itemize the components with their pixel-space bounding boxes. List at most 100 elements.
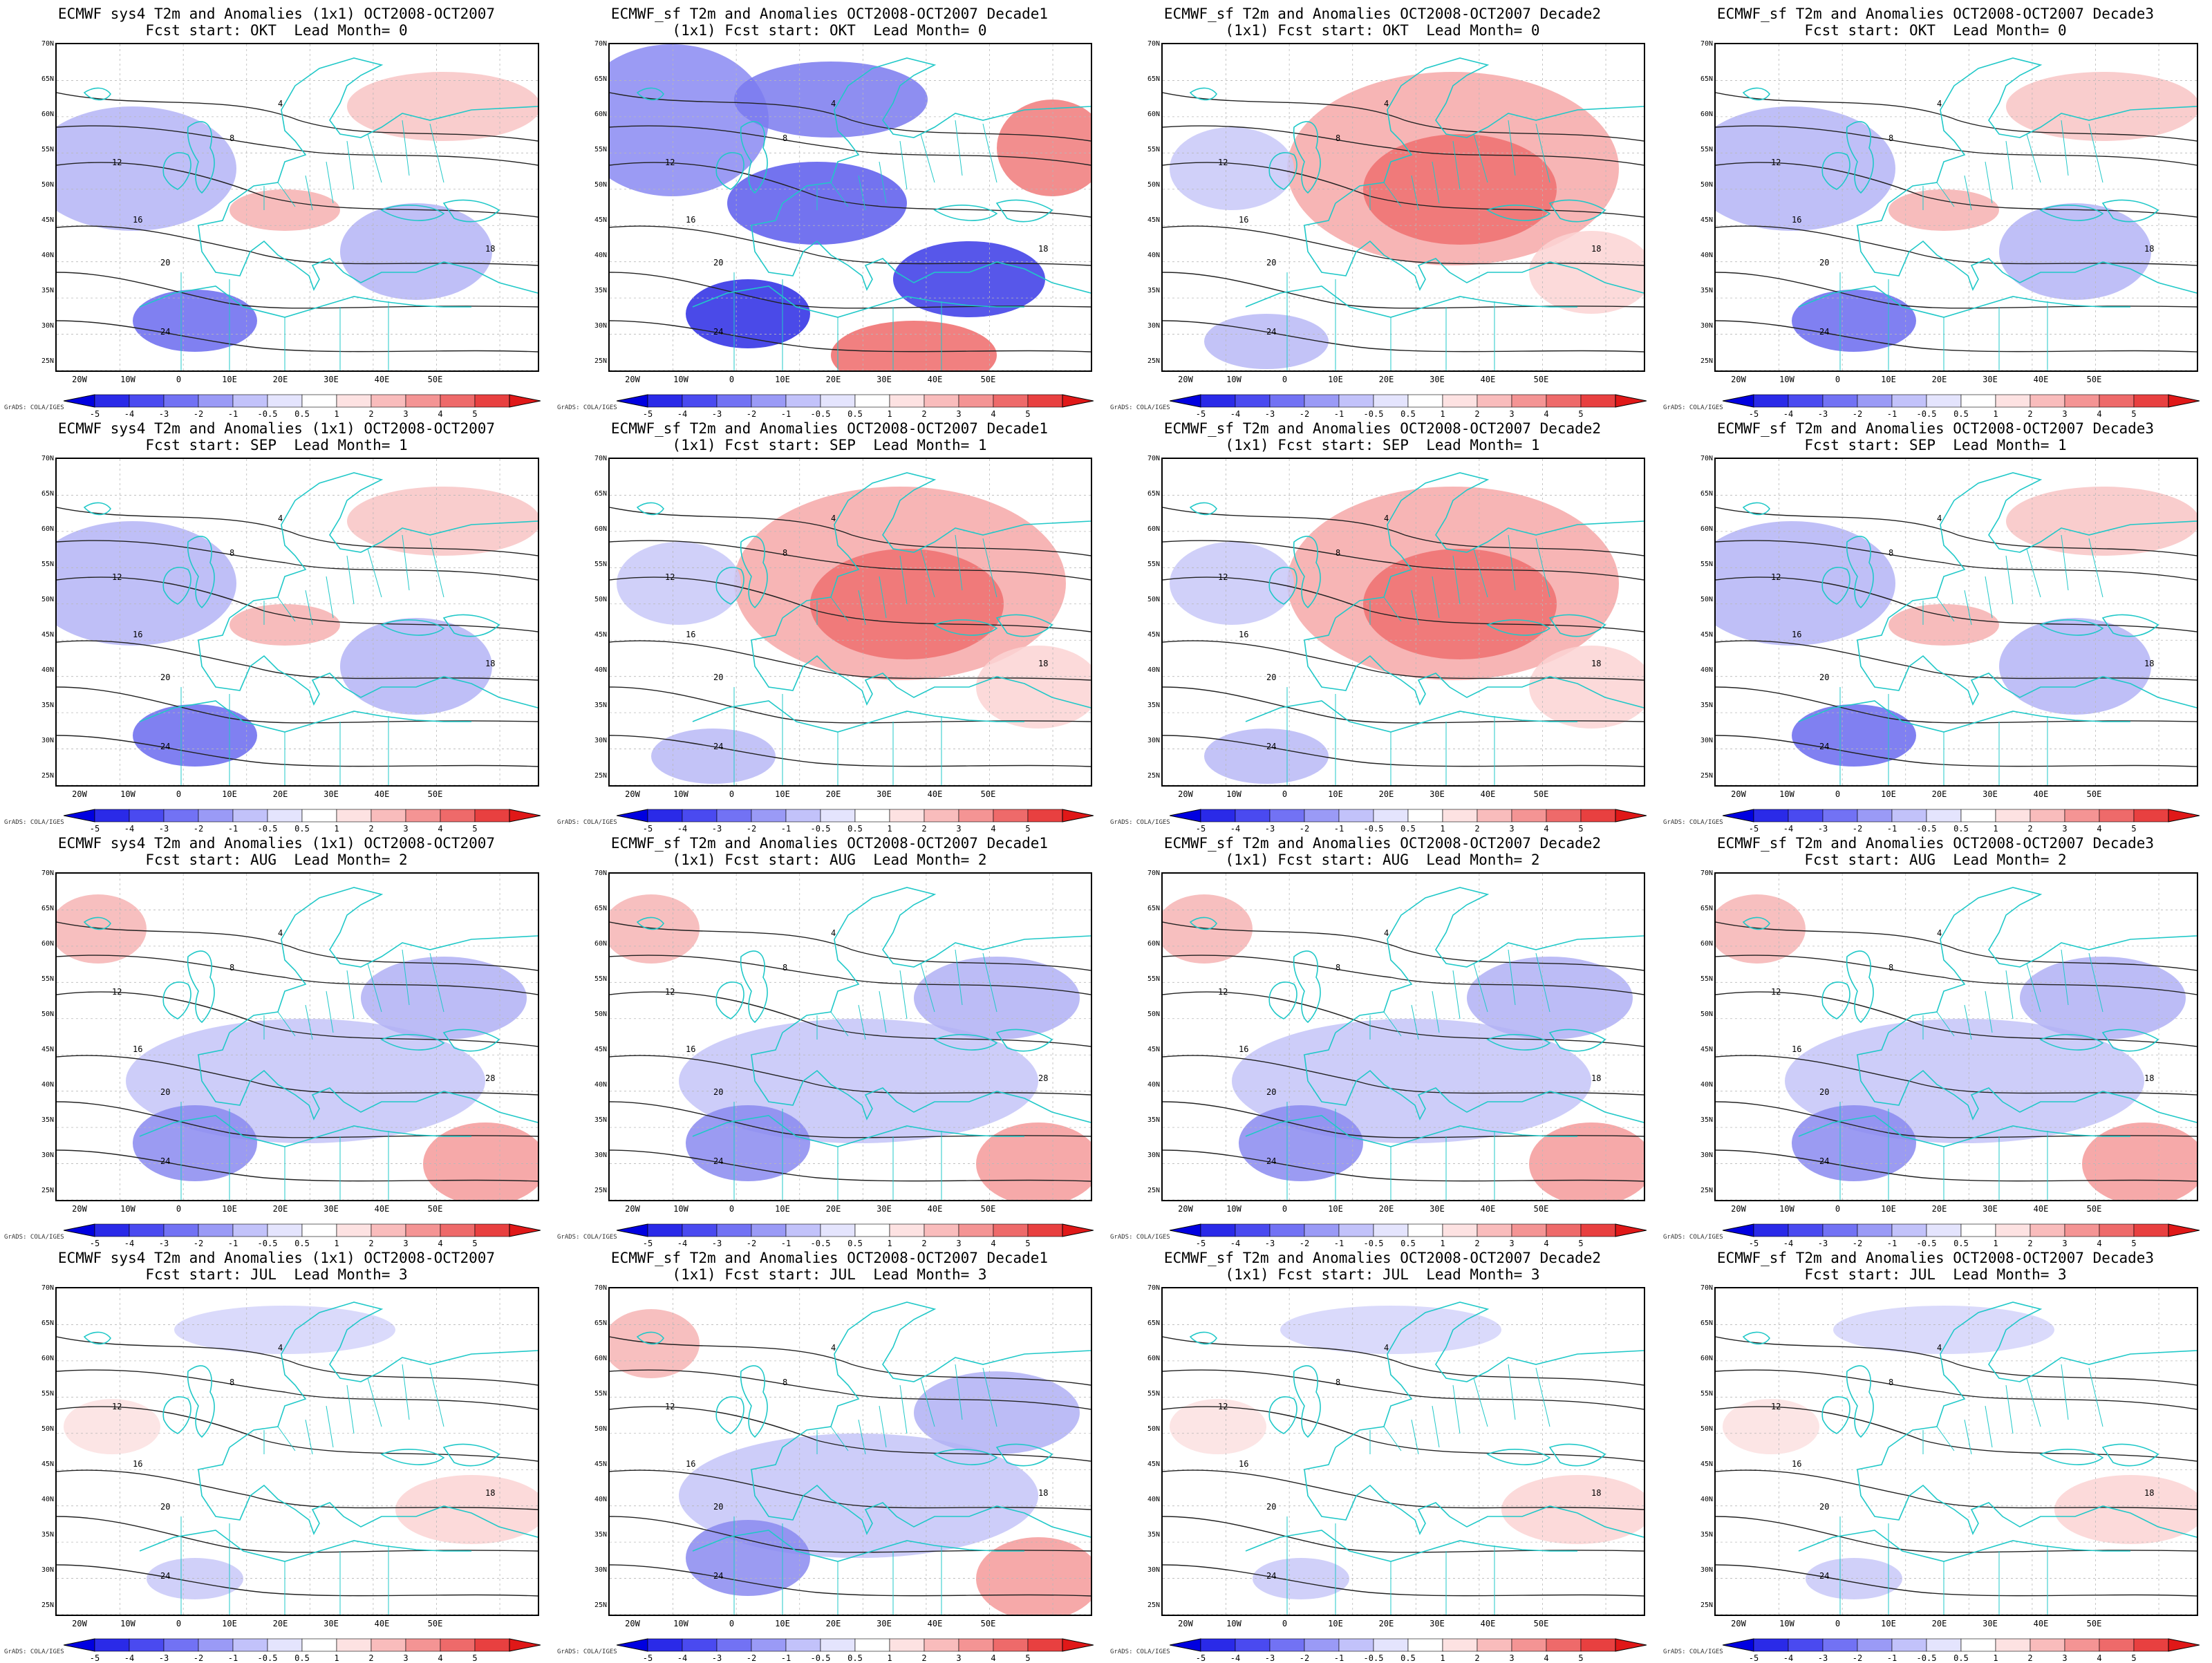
longitude-label: 10E — [775, 789, 790, 799]
latitude-label: 45N — [1147, 1046, 1160, 1053]
colorbar-tick: 3 — [1509, 409, 1515, 419]
colorbar-tick: 3 — [2062, 409, 2068, 419]
temperature-isoline — [1716, 640, 2197, 681]
colorbar-tick: 3 — [956, 1239, 962, 1248]
latitude-label: 65N — [1147, 905, 1160, 912]
latitude-label: 40N — [1147, 1496, 1160, 1503]
temperature-isoline — [1163, 1369, 1644, 1410]
latitude-label: 40N — [41, 1496, 54, 1503]
coastline — [1189, 917, 1217, 930]
isoline-label: 28 — [1038, 1073, 1048, 1083]
temperature-isoline — [57, 686, 538, 724]
panel-subtitle: (1x1) Fcst start: JUL Lead Month= 3 — [672, 1266, 987, 1283]
latitude-label: 40N — [41, 252, 54, 259]
colorbar-tick: -0.5 — [1916, 1239, 1937, 1248]
anomaly-area — [423, 1122, 538, 1200]
latitude-label: 25N — [1147, 357, 1160, 365]
isoline-label: 24 — [1819, 742, 1829, 751]
latitude-label: 40N — [1700, 252, 1713, 259]
latitude-label: 65N — [594, 1319, 607, 1327]
colorbar-tick: 4 — [2097, 1653, 2102, 1663]
colorbar-tick: -4 — [677, 824, 688, 834]
longitude-label: 30E — [324, 789, 339, 799]
latitude-label: 35N — [1700, 287, 1713, 294]
longitude-label: 40E — [927, 375, 943, 384]
coastline — [1857, 1032, 2197, 1123]
colorbar-tick: 4 — [1544, 1653, 1549, 1663]
latitude-label: 50N — [1147, 596, 1160, 603]
temperature-isoline — [610, 507, 1091, 556]
coastline — [162, 1396, 191, 1434]
longitude-label: 10E — [1328, 1204, 1343, 1214]
colorbar-tick: 3 — [1509, 824, 1515, 834]
isoline-label: 20 — [1266, 258, 1276, 267]
map-canvas: 4 8 12 16 20 24 18 — [1716, 874, 2197, 1200]
isoline-label: 4 — [831, 928, 836, 938]
colorbar-tick: -0.5 — [257, 409, 278, 419]
latitude-label: 60N — [41, 940, 54, 948]
colorbar-tick: 2 — [921, 1239, 927, 1248]
coastline — [229, 472, 538, 619]
colorbar-tick: -3 — [1264, 1653, 1275, 1663]
coastline — [1268, 981, 1297, 1020]
colorbar-tick: 2 — [1474, 1239, 1480, 1248]
colorbar-tick: 4 — [991, 1239, 996, 1248]
colorbar-tick: 4 — [438, 1653, 443, 1663]
grads-credit: GrADS: COLA/IGES — [557, 404, 617, 411]
coastline — [139, 285, 471, 318]
anomaly-area — [229, 189, 340, 231]
longitude-label: 10W — [1226, 789, 1241, 799]
latitude-label: 70N — [41, 870, 54, 877]
temperature-isoline — [1716, 1149, 2197, 1182]
coastline — [1888, 1302, 2197, 1448]
longitude-label: 20E — [272, 1619, 288, 1628]
latitude-label: 55N — [41, 146, 54, 153]
colorbar-tick: -3 — [158, 409, 169, 419]
panel-title: ECMWF_sf T2m and Anomalies OCT2008-OCT20… — [1163, 835, 1602, 852]
latitude-label: 30N — [1147, 322, 1160, 330]
longitude-label: 10E — [1328, 789, 1343, 799]
temperature-isoline — [57, 125, 538, 166]
map-panel: ECMWF sys4 T2m and Anomalies (1x1) OCT20… — [0, 1244, 553, 1663]
latitude-label: 45N — [41, 631, 54, 639]
colorbar-tick: 2 — [921, 409, 927, 419]
longitude-label: 0 — [1282, 1204, 1288, 1214]
coastline — [162, 981, 191, 1020]
panel-subtitle: Fcst start: JUL Lead Month= 3 — [1804, 1266, 2067, 1283]
colorbar-tick: 4 — [991, 824, 996, 834]
latitude-label: 60N — [1700, 1355, 1713, 1362]
longitude-label: 0 — [729, 1619, 735, 1628]
grads-credit: GrADS: COLA/IGES — [1110, 404, 1170, 411]
isoline-label: 12 — [112, 1402, 122, 1411]
anomaly-area — [1888, 604, 1999, 646]
coastline — [1245, 1530, 1577, 1562]
colorbar-tick: 0.5 — [847, 824, 863, 834]
colorbar-tick: 4 — [2097, 409, 2102, 419]
anomaly-area — [976, 646, 1091, 729]
map-area: 4 8 12 16 20 24 18 — [608, 43, 1092, 372]
coastline — [1857, 1447, 2197, 1538]
latitude-label: 45N — [594, 1046, 607, 1053]
colorbar-tick: -3 — [1817, 824, 1828, 834]
anomaly-area — [1806, 1558, 1902, 1599]
temperature-isoline — [610, 686, 1091, 724]
isoline-label: 16 — [1792, 1459, 1801, 1469]
colorbar-tick: 3 — [2062, 1239, 2068, 1248]
isoline-label: 4 — [278, 99, 283, 109]
temperature-isoline — [610, 1101, 1091, 1138]
isoline-label: 8 — [229, 963, 234, 973]
coastline — [1846, 536, 1874, 609]
colorbar-tick: -2 — [1852, 824, 1863, 834]
longitude-label: 0 — [176, 1204, 182, 1214]
temperature-isoline — [610, 735, 1091, 767]
coastline — [380, 1034, 445, 1051]
longitude-label: 0 — [1835, 1204, 1841, 1214]
colorbar-tick: 5 — [472, 1239, 478, 1248]
colorbar — [64, 394, 541, 408]
coastline — [715, 981, 744, 1020]
longitude-label: 10E — [775, 1204, 790, 1214]
latitude-label: 35N — [1700, 702, 1713, 709]
grads-credit: GrADS: COLA/IGES — [1110, 1648, 1170, 1655]
colorbar-tick: -2 — [193, 409, 204, 419]
isoline-label: 4 — [1937, 99, 1942, 109]
